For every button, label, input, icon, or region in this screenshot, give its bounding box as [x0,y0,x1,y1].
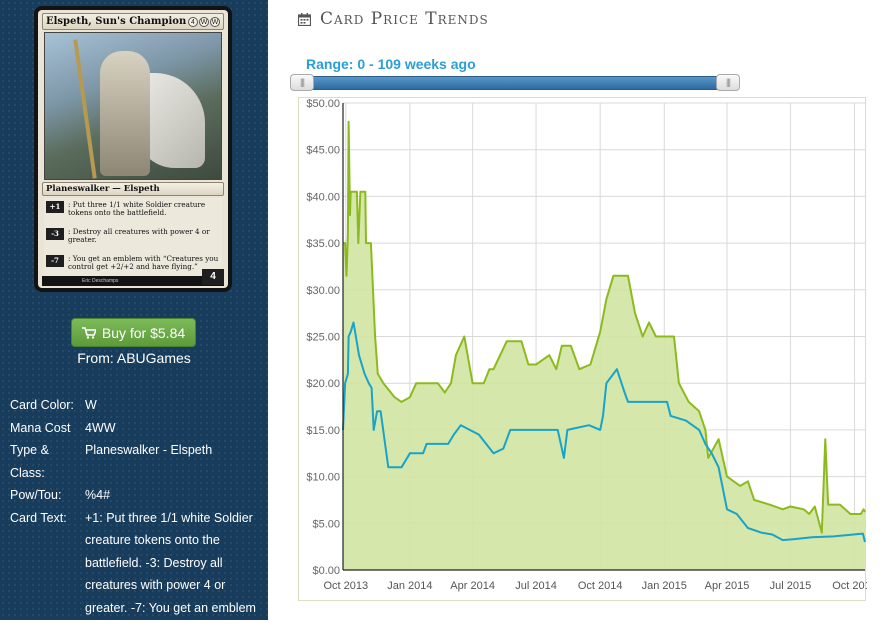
card-text-box: +1 : Put three 1/1 white Soldier creatur… [44,198,222,280]
card-image[interactable]: Elspeth, Sun's Champion 4 W W Planeswalk… [34,6,232,292]
range-label: Range: 0 - 109 weeks ago [306,56,476,72]
card-sidebar: Elspeth, Sun's Champion 4 W W Planeswalk… [0,0,268,637]
card-title-bar: Elspeth, Sun's Champion 4 W W [42,13,224,30]
detail-value: +1: Put three 1/1 white Soldier creature… [85,510,256,638]
ability-text: : Put three 1/1 white Soldier creature t… [68,200,206,217]
starting-loyalty: 4 [202,269,224,285]
y-tick-label: $5.00 [312,518,340,530]
mana-symbol-white-icon: W [199,16,209,27]
card-frame: Elspeth, Sun's Champion 4 W W Planeswalk… [38,10,228,288]
x-tick-label: Apr 2015 [705,580,750,592]
detail-value: W [85,398,97,412]
card-ability: -7 : You get an emblem with “Creatures y… [44,255,222,271]
mana-symbols: 4 W W [188,16,220,27]
y-tick-label: $20.00 [306,378,340,390]
loyalty-cost: -3 [46,228,64,240]
page-title-text: Card Price Trends [320,9,489,29]
card-artist: Eric Deschamps [42,276,224,286]
x-tick-label: Oct 2015 [832,580,867,592]
y-tick-label: $35.00 [306,238,340,250]
mana-symbol-generic-icon: 4 [188,16,198,27]
range-slider-handle-max[interactable] [716,74,740,91]
detail-row-color: Card Color: W [10,394,265,417]
detail-label: Pow/Tou: [10,488,62,502]
buy-button-label: Buy for $5.84 [101,324,186,341]
detail-row-mana-cost: Mana Cost 4WW [10,417,265,440]
y-tick-label: $30.00 [306,285,340,297]
y-tick-label: $45.00 [306,145,340,157]
art-staff [73,39,97,179]
price-chart-frame: $0.00 $5.00 $10.00 $15.00 $20.00 $25.00 $30.00… [298,97,877,602]
x-tick-label: Apr 2014 [450,580,495,592]
loyalty-cost: -7 [46,255,64,267]
detail-value: Planeswalker - Elspeth [85,443,213,457]
card-type-line: Planeswalker — Elspeth [42,182,224,196]
card-name: Elspeth, Sun's Champion [46,16,187,27]
art-figure [100,51,150,176]
detail-label: Mana Cost [10,420,71,435]
detail-label: Type & Class: [10,443,49,480]
card-ability: -3 : Destroy all creatures with power 4 … [44,228,222,244]
y-tick-label: $15.00 [306,425,340,437]
card-details: Card Color: W Mana Cost 4WW Type & Class… [10,394,265,642]
y-tick-label: $40.00 [306,191,340,203]
detail-label: Card Color: [10,398,74,412]
y-tick-label: $0.00 [312,565,340,577]
buy-button[interactable]: Buy for $5.84 [71,318,196,347]
page-title: Card Price Trends [298,9,489,29]
card-ability: +1 : Put three 1/1 white Soldier creatur… [44,201,222,217]
detail-label: Card Text: [10,510,67,525]
x-tick-label: Jan 2015 [642,580,687,592]
range-slider-track[interactable] [291,76,739,90]
ability-text: : You get an emblem with “Creatures you … [68,254,219,271]
range-slider-handle-min[interactable] [290,74,314,91]
price-trend-chart[interactable]: $0.00 $5.00 $10.00 $15.00 $20.00 $25.00 $30.00… [299,98,877,602]
x-tick-label: Oct 2013 [323,580,368,592]
loyalty-cost: +1 [46,201,64,213]
y-tick-label: $25.00 [306,332,340,344]
detail-row-card-text: Card Text: +1: Put three 1/1 white Soldi… [10,507,265,642]
shopping-cart-icon [81,326,96,339]
card-artwork [44,32,222,180]
y-tick-label: $50.00 [306,98,340,110]
price-area-fill [343,121,865,570]
x-tick-label: Jul 2014 [515,580,557,592]
x-tick-label: Oct 2014 [578,580,623,592]
detail-value: %4# [85,488,111,502]
detail-value: 4WW [85,420,116,435]
x-tick-label: Jan 2014 [387,580,432,592]
x-tick-label: Jul 2015 [770,580,812,592]
price-series-line [342,321,866,543]
price-series-line [343,120,866,534]
vendor-name: From: ABUGames [77,350,191,366]
ability-text: : Destroy all creatures with power 4 or … [68,227,210,244]
detail-row-pow-tou: Pow/Tou: %4# [10,484,265,507]
y-tick-label: $10.00 [306,472,340,484]
calendar-icon [298,12,311,26]
detail-row-type: Type & Class: Planeswalker - Elspeth [10,439,265,484]
mana-symbol-white-icon: W [210,16,220,27]
